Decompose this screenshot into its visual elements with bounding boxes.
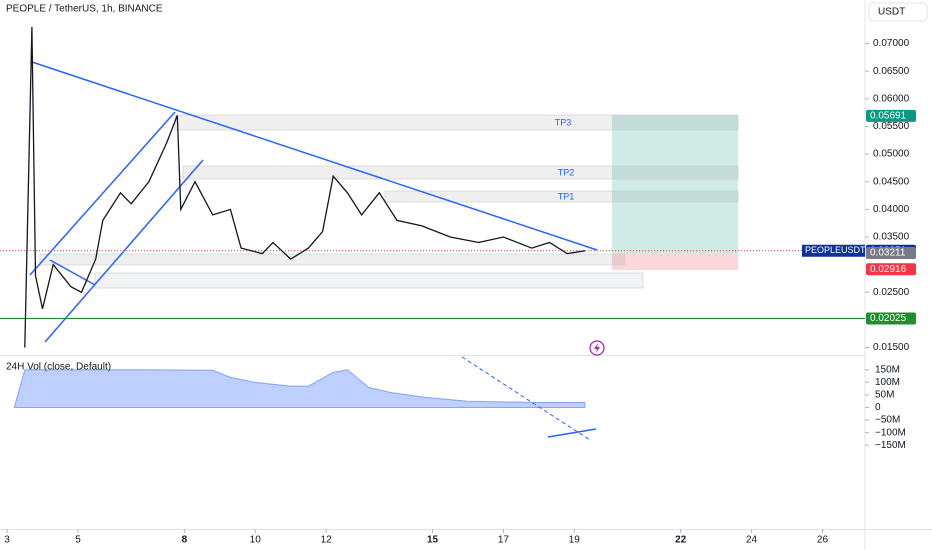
stop-zone [612,253,738,270]
tp3-zone [174,114,739,131]
price-tag-label: 0.02916 [870,264,907,275]
price-tag-label: 0.05691 [870,111,907,122]
currency-button[interactable] [868,2,928,22]
target-zone [612,115,738,253]
price-tag-label: 0.02025 [870,313,907,324]
price-tag [866,312,916,325]
trendline [31,61,598,251]
price-tag-label: 0.03211 [870,248,906,259]
tp1-zone [384,190,739,203]
y-tick-label: 0.07000 [873,38,910,49]
y-tick-label: 100M [875,377,900,388]
y-tick-label: 0.06000 [873,93,910,104]
y-tick-label: 0 [875,402,881,413]
y-tick-label: 0.06500 [873,66,910,77]
support-zone [94,272,644,289]
x-tick-label: 5 [75,535,81,546]
x-tick-label: 10 [250,535,262,546]
x-tick-label: 8 [182,535,188,546]
y-tick-label: 0.02500 [873,287,910,298]
x-tick-label: 17 [498,535,510,546]
price-tag [866,109,916,122]
y-tick-label: 0.01500 [873,342,910,353]
y-tick-label: 150M [875,364,900,375]
y-tick-label: 0.05000 [873,149,910,160]
y-tick-label: −50M [875,415,900,426]
price-pane [24,26,586,348]
volume-trendline [547,428,597,438]
y-tick-label: −100M [875,427,906,438]
symbol-tag [802,244,865,257]
y-tick-label: −150M [875,440,906,451]
y-tick-label: 50M [875,390,894,401]
price-tag [866,246,916,259]
x-tick-label: 15 [427,535,439,546]
y-tick-label: 0.03500 [873,232,910,243]
x-tick-label: 26 [817,535,829,546]
event-icon-bolt [594,343,600,353]
price-line [24,26,586,348]
tp-label: TP2 [558,167,575,177]
trendline [49,259,96,286]
x-tick-label: 24 [746,535,758,546]
x-tick-label: 19 [569,535,581,546]
y-tick-label: 0.04500 [873,176,910,187]
volume-area [13,369,586,408]
volume-pane [13,369,586,408]
tp2-zone [182,165,739,180]
support-zone [39,253,626,266]
currency-label[interactable]: USDT [878,7,905,18]
x-tick-label: 22 [675,535,687,546]
y-tick-label: 0.04000 [873,204,910,215]
x-tick-label: 3 [4,535,10,546]
symbol-title: PEOPLE / TetherUS, 1h, BINANCE [6,4,163,15]
channel-line [29,111,176,276]
price-tag [866,263,916,276]
symbol-tag-label: PEOPLEUSDT [805,245,866,255]
tp-label: TP3 [555,117,572,127]
y-tick-label: 0.05500 [873,121,910,132]
tp-label: TP1 [558,191,575,201]
indicator-title: 24H Vol (close, Default) [6,362,111,373]
volume-trendline [461,356,591,441]
x-tick-label: 12 [321,535,333,546]
